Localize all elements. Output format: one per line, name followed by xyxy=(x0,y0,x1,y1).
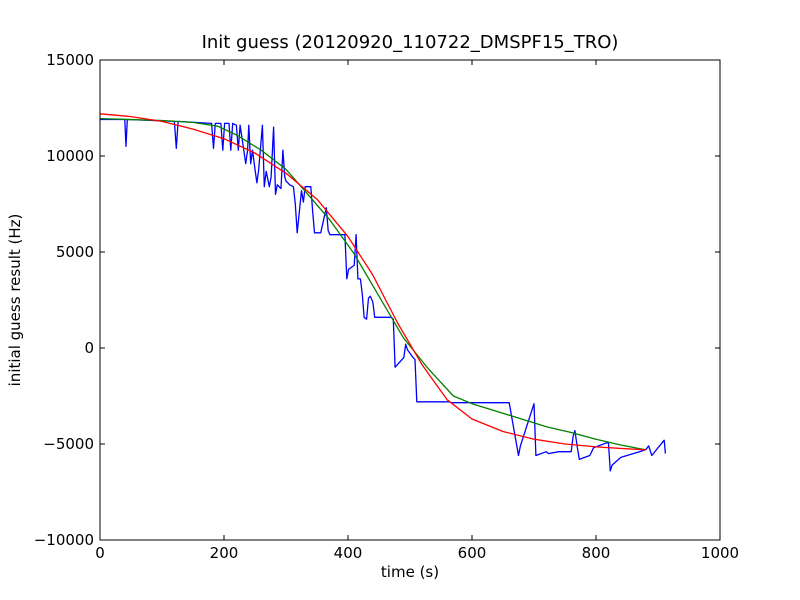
series-line-2 xyxy=(99,117,646,451)
y-tick-label: 5000 xyxy=(56,243,94,261)
y-tick-label: −5000 xyxy=(43,435,94,453)
plot-frame xyxy=(99,59,721,541)
x-tick-label: 400 xyxy=(334,544,363,562)
x-axis-label: time (s) xyxy=(381,563,439,581)
y-axis-label: initial guess result (Hz) xyxy=(6,214,24,387)
x-tick-label: 800 xyxy=(582,544,611,562)
series-layer xyxy=(99,113,667,472)
y-tick-label: 0 xyxy=(84,339,94,357)
y-tick-label: 15000 xyxy=(46,51,94,69)
x-tick-label: 1000 xyxy=(701,544,739,562)
chart-title: Init guess (20120920_110722_DMSPF15_TRO) xyxy=(202,32,619,53)
x-tick-label: 200 xyxy=(210,544,239,562)
x-tick-label: 0 xyxy=(95,544,105,562)
x-tick-label: 600 xyxy=(458,544,487,562)
series-line-3 xyxy=(99,113,646,451)
tick-layer: 0 200 400 600 800 1000 −10000 −5000 0 5000 10000 15… xyxy=(34,51,739,562)
y-tick-label: 10000 xyxy=(46,147,94,165)
y-tick-label: −10000 xyxy=(34,531,94,549)
